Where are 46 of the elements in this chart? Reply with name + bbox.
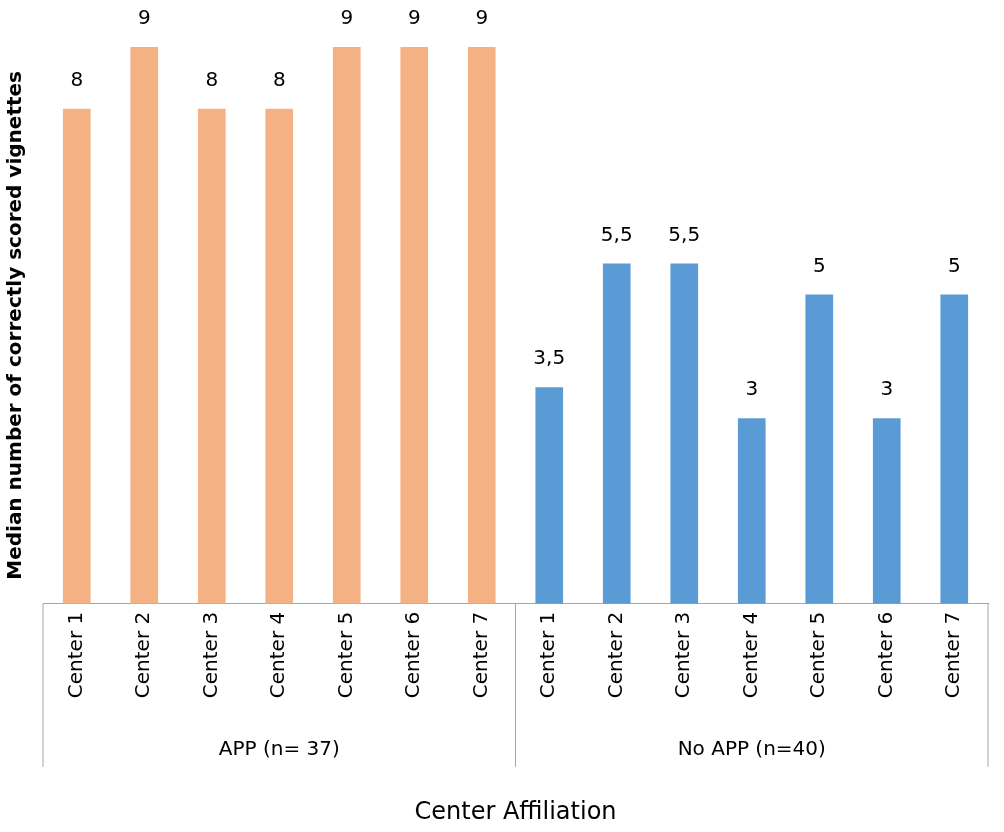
x-tick-label: Center 3 [197,611,222,699]
bar [872,418,901,604]
x-tick-label: Center 7 [940,611,965,699]
bar [130,47,159,604]
bar [197,108,226,604]
data-label: 8 [205,67,219,92]
bar [467,47,496,604]
data-label: 5 [812,252,826,277]
x-axis-title: Center Affiliation [414,796,617,825]
x-tick-label: Center 2 [130,611,155,699]
x-tick-label: Center 2 [602,611,627,699]
bar [332,47,361,604]
data-label: 8 [70,67,84,92]
x-tick-label: Center 5 [332,611,357,699]
bar [805,294,834,604]
data-label: 5,5 [668,221,701,246]
bar [737,418,766,604]
bar [535,387,564,604]
x-tick-label: Center 1 [535,611,560,699]
data-label: 9 [137,5,151,30]
data-label: 9 [407,5,421,30]
y-axis-title: Median number of correctly scored vignettes [2,71,27,580]
text: APP (n= 37) [218,736,340,761]
data-label: 9 [340,5,354,30]
text: No APP (n=40) [677,736,826,761]
data-label: 8 [272,67,286,92]
bar [265,108,294,604]
data-label: 3 [880,376,894,401]
x-tick-label: Center 6 [872,611,897,699]
x-tick-label: Center 3 [670,611,695,699]
bar [602,263,631,604]
data-label: 9 [475,5,489,30]
data-label: 3,5 [533,345,566,370]
bar [940,294,969,604]
bar [670,263,699,604]
x-tick-label: Center 4 [265,611,290,699]
x-tick-label: Center 1 [62,611,87,699]
data-label: 3 [745,376,759,401]
bar [62,108,91,604]
x-tick-label: Center 6 [400,611,425,699]
data-label: 5,5 [600,221,633,246]
x-tick-label: Center 7 [467,611,492,699]
bar [400,47,429,604]
x-tick-label: Center 5 [805,611,830,699]
x-tick-label: Center 4 [737,611,762,699]
data-label: 5 [947,252,961,277]
